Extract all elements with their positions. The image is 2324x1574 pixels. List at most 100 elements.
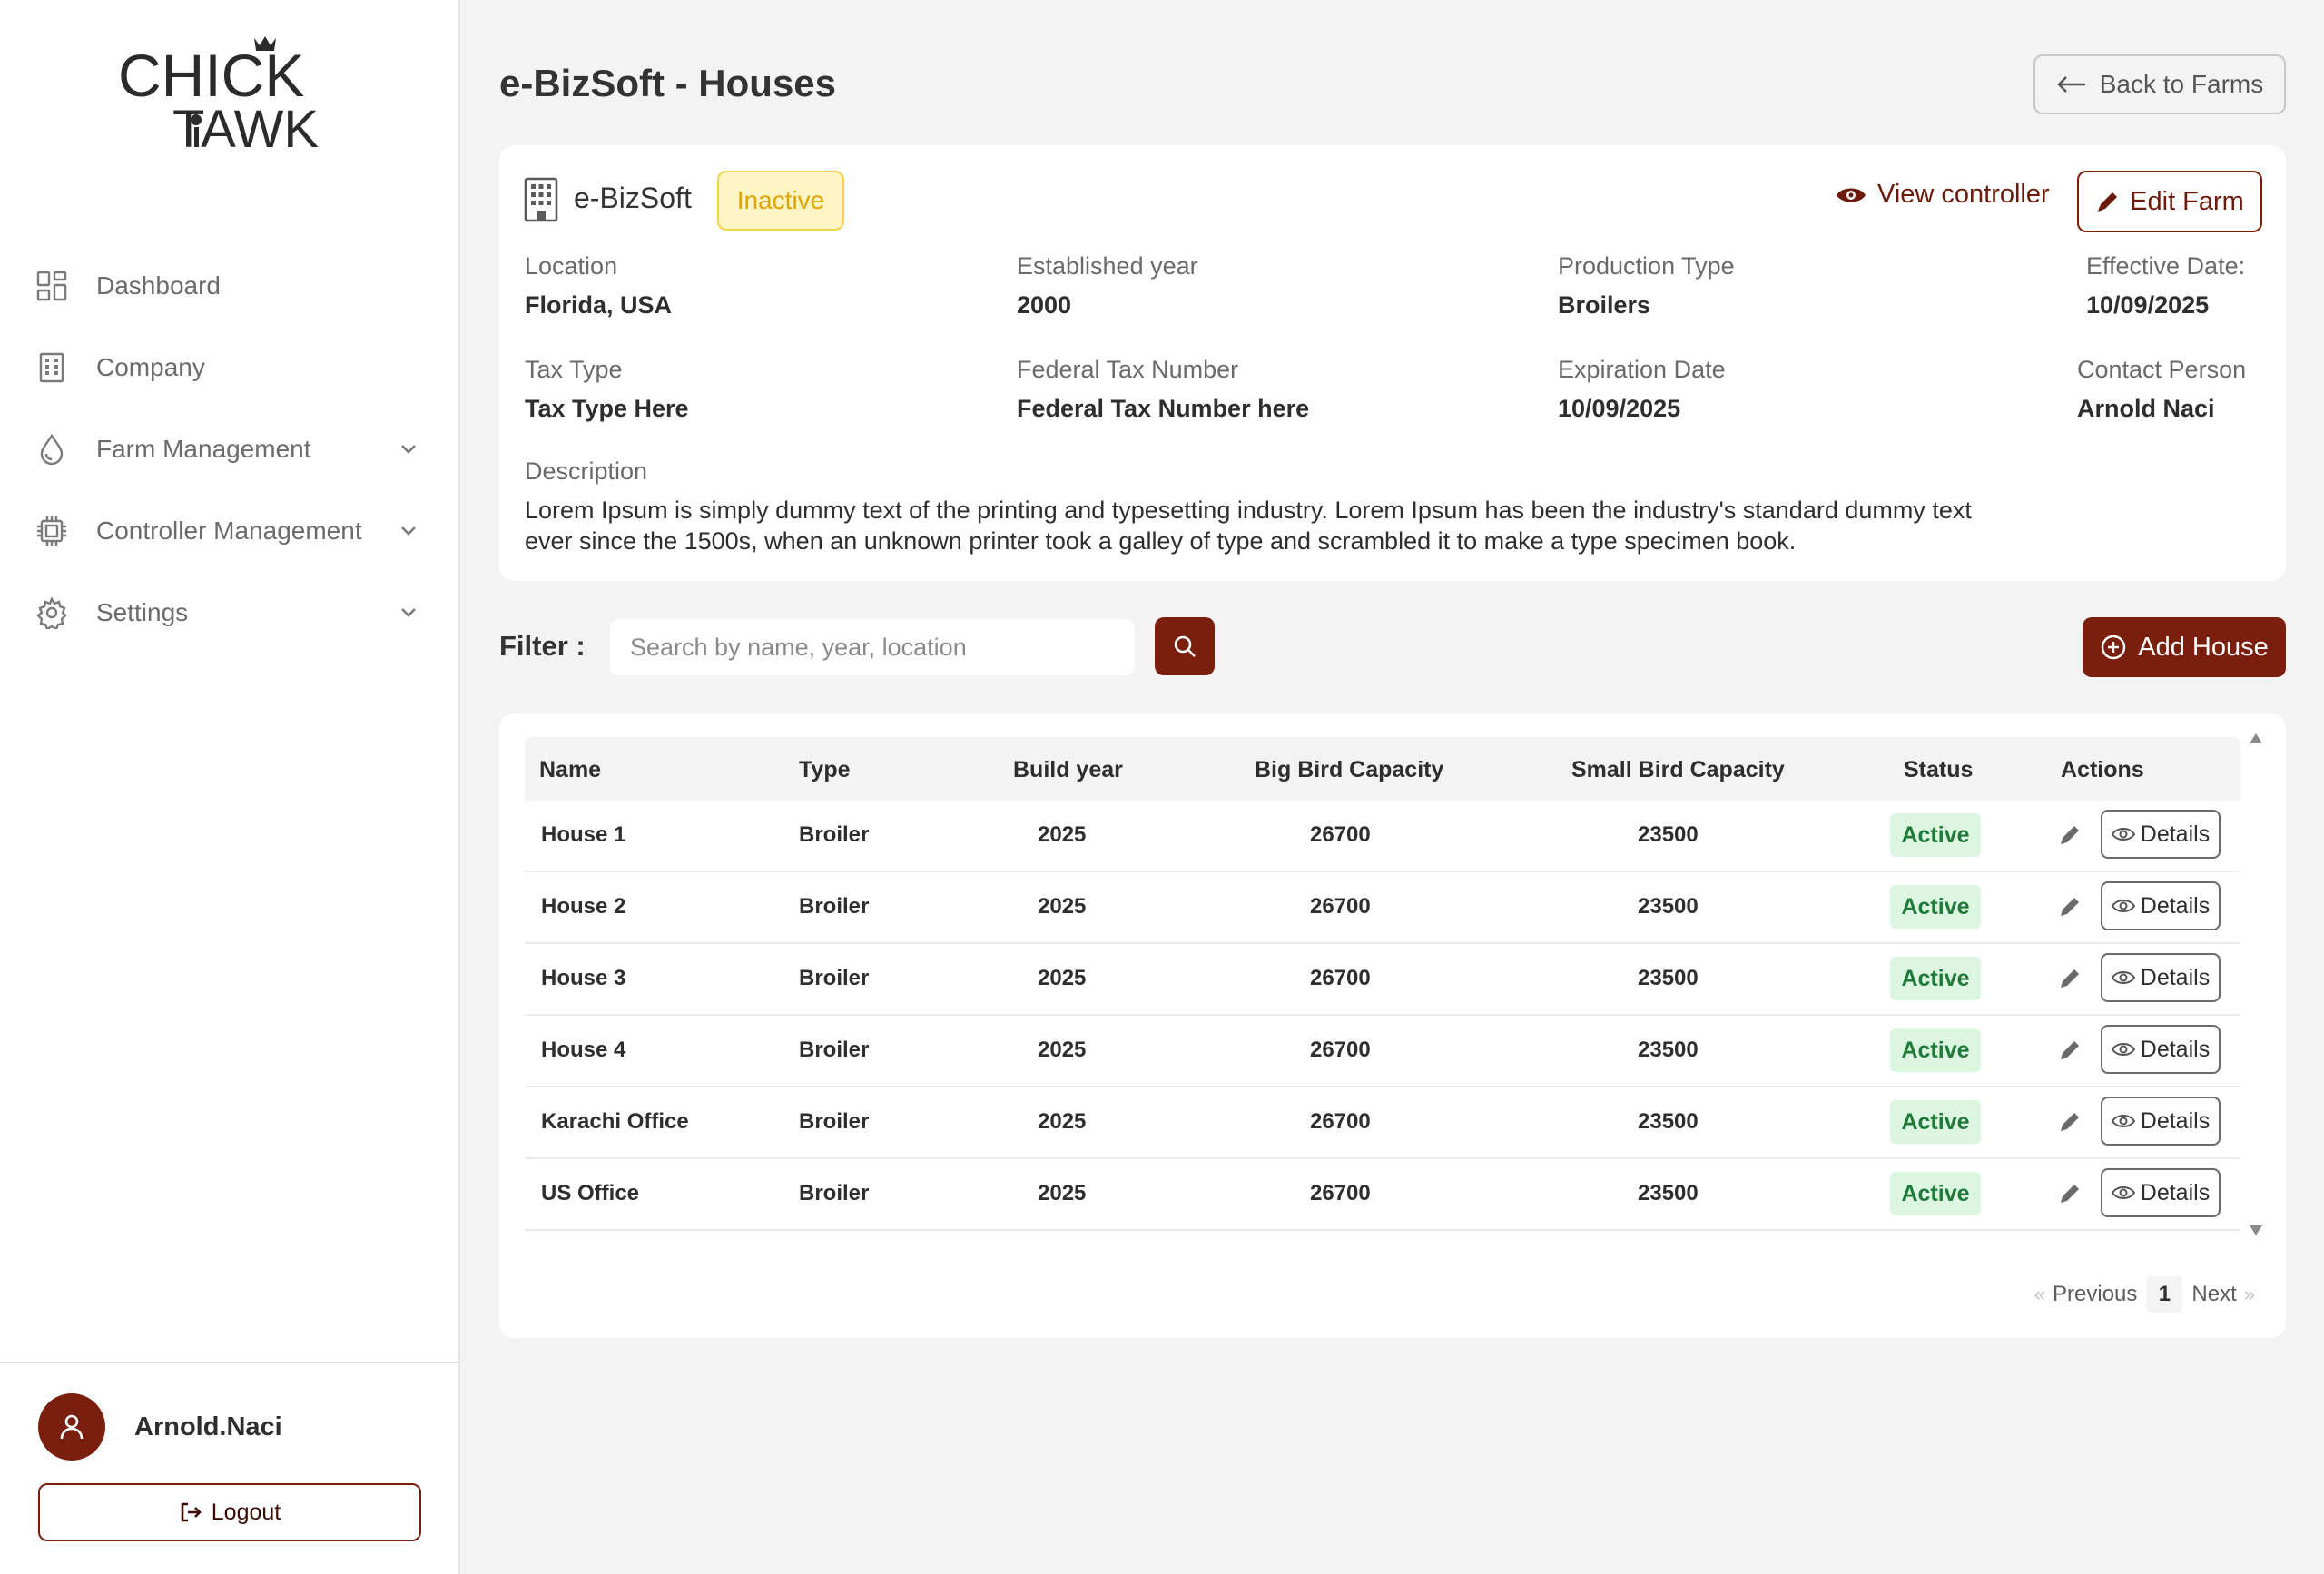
cell-type: Broiler — [799, 1181, 870, 1205]
pencil-icon[interactable] — [2057, 822, 2083, 848]
logout-label: Logout — [211, 1499, 281, 1525]
cell-build-year: 2025 — [1038, 966, 1087, 990]
page-number[interactable]: 1 — [2146, 1276, 2183, 1313]
pencil-icon[interactable] — [2057, 1109, 2083, 1135]
next-page-button[interactable]: Next — [2191, 1282, 2237, 1306]
column-header-name: Name — [539, 757, 602, 782]
field-label: Federal Tax Number — [1017, 356, 1239, 383]
field-value: 10/09/2025 — [2086, 291, 2210, 319]
description-line: Lorem Ipsum is simply dummy text of the … — [525, 497, 1972, 524]
double-chevron-left-icon: « — [2034, 1283, 2046, 1305]
cell-name: House 4 — [541, 1038, 626, 1062]
avatar[interactable] — [38, 1393, 105, 1461]
details-button[interactable]: Details — [2101, 810, 2221, 859]
details-label: Details — [2140, 1036, 2211, 1062]
eye-icon — [2111, 1043, 2135, 1056]
details-button[interactable]: Details — [2101, 1097, 2221, 1146]
sidebar-item-label: Settings — [96, 598, 189, 626]
dashboard-icon — [34, 269, 69, 303]
column-header-type: Type — [799, 757, 851, 782]
scroll-up-arrow[interactable] — [2250, 733, 2262, 743]
cell-big-bird-capacity: 26700 — [1310, 894, 1371, 919]
search-icon — [1174, 635, 1196, 657]
cell-name: Karachi Office — [541, 1109, 689, 1134]
cell-big-bird-capacity: 26700 — [1310, 1181, 1371, 1205]
back-to-farms-button[interactable]: Back to Farms — [2034, 54, 2286, 114]
details-button[interactable]: Details — [2101, 953, 2221, 1002]
column-header-actions: Actions — [2061, 757, 2144, 782]
houses-table-card: Name Type Build year Big Bird Capacity S… — [499, 713, 2286, 1338]
chicktawk-logo[interactable]: CHICK TAWK — [118, 33, 340, 151]
sidebar-item-label: Company — [96, 353, 205, 381]
field-label: Tax Type — [525, 356, 623, 383]
description-text: Lorem Ipsum is simply dummy text of the … — [525, 495, 2213, 556]
table-header: Name Type Build year Big Bird Capacity S… — [525, 737, 2240, 801]
eye-icon — [2111, 971, 2135, 984]
arrow-left-icon — [2057, 76, 2085, 93]
cell-big-bird-capacity: 26700 — [1310, 966, 1371, 990]
view-controller-label: View controller — [1877, 180, 2050, 209]
field-value: Florida, USA — [525, 291, 673, 319]
federal-tax-number-field: Federal Tax Number Federal Tax Number he… — [1017, 356, 1309, 423]
details-button[interactable]: Details — [2101, 881, 2221, 930]
details-button[interactable]: Details — [2101, 1168, 2221, 1217]
description-line: ever since the 1500s, when an unknown pr… — [525, 527, 1797, 555]
sidebar-item-label: Farm Management — [96, 435, 311, 463]
table-row: Karachi Office Broiler 2025 26700 23500 … — [525, 1087, 2240, 1159]
sidebar-item-company[interactable]: Company — [0, 327, 458, 408]
chevron-down-icon[interactable] — [395, 599, 422, 626]
field-label: Location — [525, 252, 618, 280]
cell-name: US Office — [541, 1181, 640, 1205]
pencil-icon[interactable] — [2057, 1181, 2083, 1206]
field-value: Broilers — [1558, 291, 1651, 319]
sidebar-item-dashboard[interactable]: Dashboard — [0, 245, 458, 327]
svg-text:CHICK: CHICK — [118, 42, 304, 109]
field-value: 2000 — [1017, 291, 1072, 319]
user-panel: Arnold.Naci Logout — [0, 1362, 458, 1574]
effective-date-field: Effective Date: 10/09/2025 — [2086, 252, 2245, 320]
username: Arnold.Naci — [134, 1412, 282, 1441]
pencil-icon[interactable] — [2057, 966, 2083, 991]
filter-label: Filter : — [499, 630, 586, 662]
cell-name: House 3 — [541, 966, 626, 990]
pencil-icon[interactable] — [2057, 894, 2083, 920]
previous-page-button[interactable]: Previous — [2053, 1282, 2138, 1306]
scroll-down-arrow[interactable] — [2250, 1225, 2262, 1235]
cell-type: Broiler — [799, 822, 870, 847]
cell-small-bird-capacity: 23500 — [1638, 822, 1699, 847]
tax-type-field: Tax Type Tax Type Here — [525, 356, 689, 423]
pencil-icon — [2098, 192, 2118, 212]
pencil-icon[interactable] — [2057, 1038, 2083, 1063]
logout-icon — [181, 1502, 202, 1522]
pagination: « Previous 1 Next » — [2027, 1276, 2262, 1313]
location-field: Location Florida, USA — [525, 252, 672, 320]
table-row: House 2 Broiler 2025 26700 23500 Active … — [525, 872, 2240, 944]
sidebar-item-controller-management[interactable]: Controller Management — [0, 490, 458, 572]
search-input[interactable] — [610, 619, 1135, 675]
edit-farm-button[interactable]: Edit Farm — [2077, 171, 2262, 232]
field-label: Effective Date: — [2086, 252, 2246, 280]
field-value: Tax Type Here — [525, 395, 689, 422]
chevron-down-icon[interactable] — [395, 517, 422, 545]
sidebar-item-farm-management[interactable]: Farm Management — [0, 408, 458, 490]
chip-icon — [34, 514, 69, 548]
production-type-field: Production Type Broilers — [1558, 252, 1735, 320]
view-controller-link[interactable]: View controller — [1836, 180, 2050, 210]
add-house-button[interactable]: Add House — [2083, 617, 2286, 677]
field-label: Expiration Date — [1558, 356, 1726, 383]
status-badge: Active — [1890, 1100, 1981, 1144]
cell-build-year: 2025 — [1038, 1181, 1087, 1205]
sidebar-item-settings[interactable]: Settings — [0, 572, 458, 654]
sidebar: CHICK TAWK Dashboard Company Farm Manage… — [0, 0, 460, 1574]
contact-person-field: Contact Person Arnold Naci — [2077, 356, 2246, 423]
cell-build-year: 2025 — [1038, 822, 1087, 847]
chevron-down-icon[interactable] — [395, 436, 422, 463]
details-button[interactable]: Details — [2101, 1025, 2221, 1074]
search-button[interactable] — [1155, 617, 1215, 675]
logout-button[interactable]: Logout — [38, 1483, 421, 1541]
cell-big-bird-capacity: 26700 — [1310, 822, 1371, 847]
column-header-status: Status — [1904, 757, 1974, 782]
status-badge: Active — [1890, 1172, 1981, 1215]
gear-icon — [34, 595, 69, 630]
eye-icon — [2111, 828, 2135, 841]
